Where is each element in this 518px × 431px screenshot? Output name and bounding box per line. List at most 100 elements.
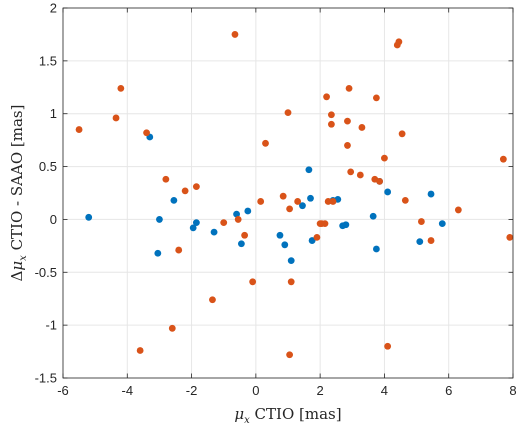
x-axis-title-symbol: μ bbox=[234, 405, 244, 423]
data-point bbox=[416, 238, 424, 246]
y-tick-label: 0.5 bbox=[39, 159, 57, 174]
data-point bbox=[156, 216, 163, 223]
data-point bbox=[170, 197, 178, 204]
data-point bbox=[286, 351, 294, 359]
data-point bbox=[231, 31, 239, 38]
y-tick-label: -1.5 bbox=[35, 371, 57, 386]
data-point bbox=[342, 221, 350, 229]
data-point bbox=[154, 249, 162, 257]
data-point bbox=[209, 296, 216, 304]
data-point bbox=[327, 120, 335, 128]
data-point bbox=[210, 228, 218, 236]
data-points bbox=[75, 31, 514, 359]
data-point bbox=[117, 84, 125, 92]
data-point bbox=[233, 210, 240, 218]
x-axis-title-subscript: x bbox=[244, 415, 250, 426]
data-point bbox=[286, 205, 294, 213]
x-tick-label: 2 bbox=[317, 383, 324, 398]
data-point bbox=[313, 234, 321, 241]
data-point bbox=[294, 198, 302, 205]
x-tick-label: -4 bbox=[122, 383, 134, 398]
data-point bbox=[192, 183, 200, 191]
x-axis-title: μx CTIO [mas] bbox=[234, 405, 341, 426]
plot-frame bbox=[62, 7, 514, 379]
y-axis-title-subscript: x bbox=[18, 255, 29, 261]
data-point bbox=[305, 166, 313, 174]
x-axis-title-text: CTIO [mas] bbox=[250, 405, 342, 423]
data-point bbox=[344, 117, 351, 125]
data-point bbox=[417, 218, 425, 225]
y-tick-label: -1 bbox=[45, 318, 57, 333]
data-point bbox=[281, 241, 289, 249]
data-point bbox=[323, 93, 330, 101]
data-point bbox=[136, 347, 144, 354]
data-point bbox=[454, 206, 462, 214]
data-point bbox=[307, 194, 314, 202]
data-point bbox=[220, 219, 228, 227]
data-point bbox=[324, 198, 332, 205]
x-tick-label: 6 bbox=[445, 383, 452, 398]
data-point bbox=[395, 38, 403, 46]
y-axis-title-delta: Δ bbox=[8, 270, 26, 281]
x-tick-label: -2 bbox=[186, 383, 198, 398]
data-point bbox=[327, 111, 335, 119]
data-point bbox=[358, 124, 366, 131]
y-tick-label: 1.5 bbox=[39, 53, 57, 68]
data-point bbox=[299, 202, 306, 210]
y-axis-title-symbol: μ bbox=[8, 261, 26, 271]
x-tick-label: 4 bbox=[381, 383, 388, 398]
y-tick-label: -0.5 bbox=[35, 265, 57, 280]
data-point bbox=[381, 154, 388, 162]
data-point bbox=[287, 278, 295, 286]
data-point bbox=[372, 94, 380, 102]
data-point bbox=[344, 142, 351, 149]
data-point bbox=[384, 188, 392, 196]
y-axis-title: Δμx CTIO - SAAO [mas] bbox=[8, 105, 29, 282]
data-point bbox=[329, 198, 337, 205]
data-point bbox=[143, 129, 150, 137]
data-point bbox=[287, 257, 295, 265]
data-point bbox=[249, 278, 257, 286]
y-axis-title-text: CTIO - SAAO [mas] bbox=[8, 105, 26, 256]
data-point bbox=[75, 126, 83, 133]
data-point bbox=[384, 342, 392, 350]
data-point bbox=[506, 234, 514, 241]
data-point bbox=[234, 216, 242, 223]
y-tick-label: 0 bbox=[50, 212, 57, 227]
axis-ticks: -6 -4 -2 0 2 4 6 8 -1.5 -1 -0.5 0 0.5 1 1.5 2 bbox=[35, 1, 517, 399]
data-point bbox=[262, 139, 269, 147]
data-point bbox=[347, 168, 355, 176]
data-point bbox=[438, 220, 446, 228]
data-point bbox=[398, 130, 406, 138]
data-point bbox=[244, 207, 252, 215]
x-tick-label: 8 bbox=[509, 383, 516, 398]
series-2 bbox=[75, 31, 514, 359]
data-point bbox=[241, 231, 249, 239]
y-tick-label: 1 bbox=[50, 106, 57, 121]
data-point bbox=[499, 155, 507, 163]
data-point bbox=[189, 224, 197, 232]
y-tick-label: 2 bbox=[50, 1, 57, 16]
data-point bbox=[369, 212, 377, 220]
data-point bbox=[112, 114, 120, 122]
data-point bbox=[376, 177, 384, 185]
data-point bbox=[372, 245, 380, 253]
data-point bbox=[168, 324, 176, 332]
x-tick-label: -6 bbox=[57, 383, 69, 398]
data-point bbox=[181, 187, 189, 195]
data-point bbox=[308, 237, 316, 244]
data-point bbox=[321, 220, 329, 228]
data-point bbox=[162, 175, 170, 183]
data-point bbox=[279, 192, 287, 200]
data-point bbox=[427, 237, 435, 244]
data-point bbox=[175, 246, 183, 254]
data-point bbox=[356, 171, 364, 179]
data-point bbox=[427, 190, 435, 198]
data-point bbox=[401, 197, 409, 204]
data-point bbox=[345, 84, 353, 92]
x-tick-label: 0 bbox=[252, 383, 259, 398]
data-point bbox=[276, 231, 284, 239]
data-point bbox=[85, 213, 93, 221]
data-point bbox=[192, 219, 200, 227]
